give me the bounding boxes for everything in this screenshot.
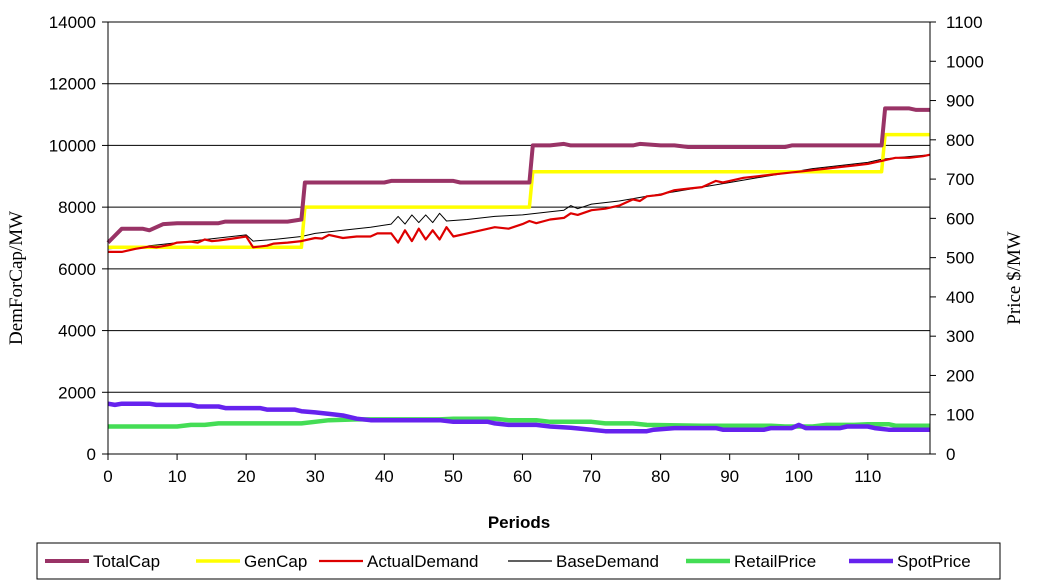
x-tick-label: 110 — [854, 467, 881, 486]
y2-tick-label: 600 — [946, 209, 974, 228]
x-tick-label: 0 — [103, 467, 112, 486]
y2-tick-label: 1100 — [946, 13, 983, 32]
y2-tick-label: 500 — [946, 249, 974, 268]
y-tick-label: 4000 — [58, 322, 96, 341]
series-line-retailprice — [108, 416, 930, 429]
y2-tick-label: 800 — [946, 131, 974, 150]
series-line-actualdemand — [108, 153, 931, 253]
y2-tick-label: 300 — [946, 327, 974, 346]
y2-tick-label: 700 — [946, 170, 974, 189]
y-tick-label: 6000 — [58, 260, 96, 279]
legend: TotalCap GenCap ActualDemand BaseDemand Reta… — [36, 542, 1001, 580]
x-tick-label: 40 — [375, 467, 394, 486]
x-tick-label: 10 — [168, 467, 187, 486]
legend-label-spotprice: SpotPrice — [897, 552, 971, 571]
y2-tick-label: 0 — [946, 445, 955, 464]
axes: 0200040006000800010000120001400001002003… — [49, 13, 984, 486]
y-tick-label: 12000 — [49, 75, 96, 94]
legend-label-gencap: GenCap — [244, 552, 307, 571]
legend-label-actualdemand: ActualDemand — [367, 552, 479, 571]
x-tick-label: 30 — [306, 467, 325, 486]
x-tick-label: 100 — [785, 467, 813, 486]
x-tick-label: 20 — [237, 467, 256, 486]
y2-tick-label: 900 — [946, 92, 974, 111]
series-line-spotprice — [107, 401, 930, 434]
x-tick-label: 60 — [513, 467, 532, 486]
x-tick-label: 90 — [720, 467, 739, 486]
y-tick-label: 10000 — [49, 136, 96, 155]
y-axis-title: DemForCap/MW — [6, 211, 27, 345]
y-tick-label: 8000 — [58, 198, 96, 217]
legend-label-retailprice: RetailPrice — [734, 552, 816, 571]
y-tick-label: 14000 — [49, 13, 96, 32]
legend-label-totalcap: TotalCap — [93, 552, 160, 571]
x-tick-label: 50 — [444, 467, 463, 486]
series-line-totalcap — [106, 106, 930, 245]
x-axis-title: Periods — [488, 513, 550, 532]
y2-tick-label: 400 — [946, 288, 974, 307]
y2-tick-label: 100 — [946, 406, 974, 425]
series-line-basedemand — [107, 154, 931, 250]
legend-label-basedemand: BaseDemand — [556, 552, 659, 571]
y-tick-label: 0 — [87, 445, 96, 464]
series-line-gencap — [108, 132, 930, 250]
series-lines — [106, 106, 931, 434]
y2-tick-label: 200 — [946, 366, 974, 385]
y-tick-label: 2000 — [58, 383, 96, 402]
y2-tick-label: 1000 — [946, 52, 984, 71]
x-tick-label: 80 — [651, 467, 670, 486]
x-tick-label: 70 — [582, 467, 601, 486]
y2-axis-title: Price $/MW — [1004, 231, 1025, 324]
